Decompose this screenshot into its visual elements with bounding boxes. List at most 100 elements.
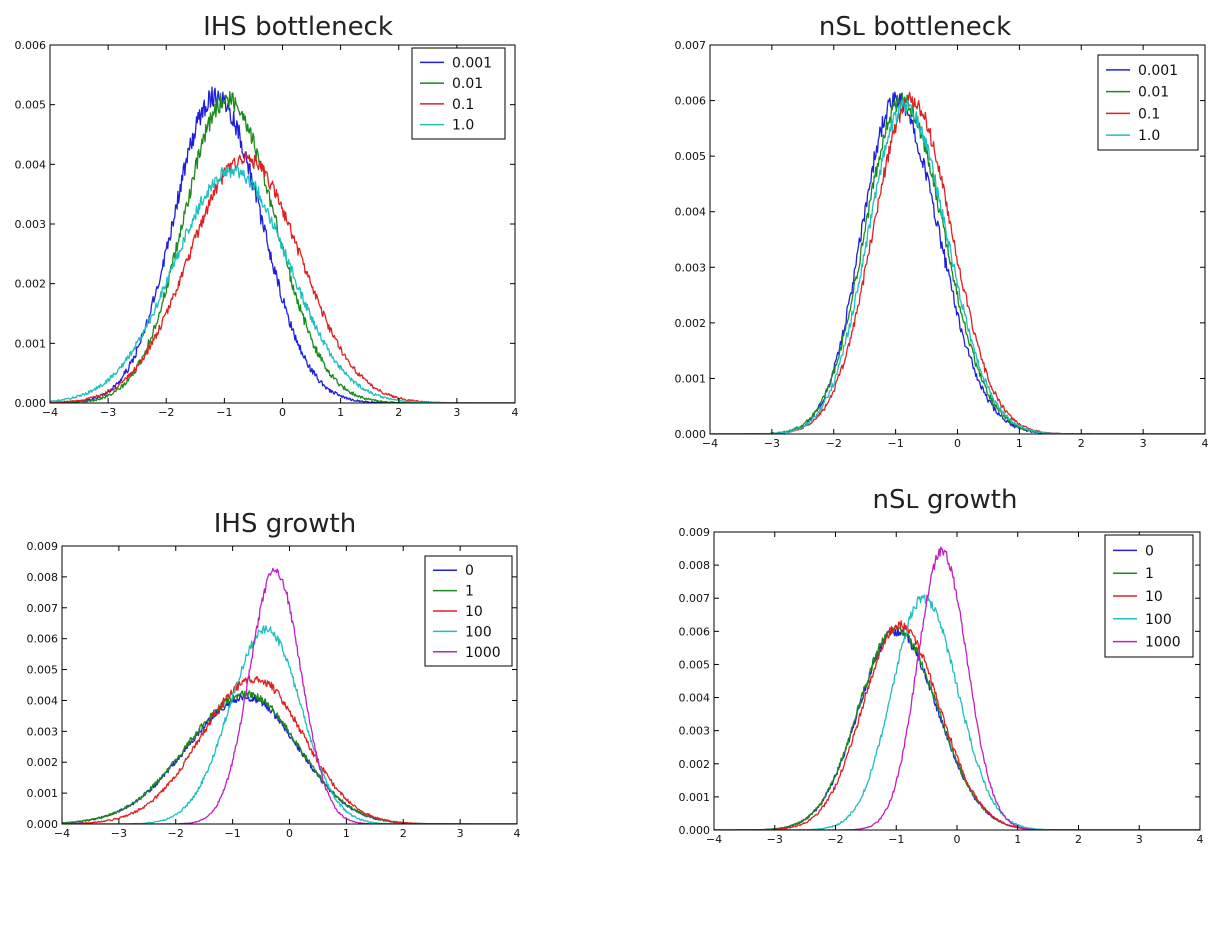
x-tick-label: 1: [1014, 833, 1021, 846]
series-line-0: [714, 626, 1200, 830]
legend-label: 0: [1145, 543, 1154, 559]
x-tick-label: 4: [1202, 437, 1209, 450]
x-tick-label: −1: [888, 437, 904, 450]
x-tick-label: −2: [158, 406, 174, 419]
legend-label: 0.01: [452, 76, 483, 92]
x-tick-label: −2: [827, 833, 843, 846]
legend-label: 100: [1145, 612, 1172, 628]
series-line-1.0: [710, 98, 1205, 434]
y-tick-label: 0.001: [27, 787, 59, 800]
x-tick-label: 1: [337, 406, 344, 419]
chart-title: IHS bottleneck: [203, 12, 393, 42]
x-tick-label: 2: [1075, 833, 1082, 846]
legend-label: 0.001: [1138, 63, 1178, 79]
chart-title: IHS growth: [214, 509, 356, 539]
x-tick-label: −3: [767, 833, 783, 846]
x-tick-label: 0: [286, 827, 293, 840]
legend: 0 1 10 100 1000: [1104, 534, 1194, 658]
chart-panel-2: nSʟ bottleneck−4 −3 −2 −1 0 1 2 3 40.0000.0010.0…: [675, 12, 1209, 450]
y-tick-label: 0.000: [679, 824, 711, 837]
x-tick-label: 4: [1197, 833, 1204, 846]
legend-label: 0: [465, 563, 474, 579]
x-tick-label: 3: [1140, 437, 1147, 450]
y-tick-label: 0.007: [679, 592, 711, 605]
x-tick-label: 1: [343, 827, 350, 840]
x-tick-label: 2: [395, 406, 402, 419]
y-tick-label: 0.009: [27, 540, 59, 553]
x-tick-label: 4: [514, 827, 521, 840]
x-tick-label: 4: [512, 406, 519, 419]
y-tick-label: 0.007: [675, 39, 707, 52]
legend-label: 1.0: [452, 118, 474, 134]
legend-label: 10: [1145, 589, 1163, 605]
series-line-10: [714, 620, 1200, 830]
x-tick-label: −1: [225, 827, 241, 840]
series-line-0.001: [50, 86, 515, 403]
y-tick-label: 0.000: [15, 397, 47, 410]
legend-label: 1000: [1145, 635, 1181, 651]
x-tick-label: −4: [54, 827, 70, 840]
x-tick-label: −1: [216, 406, 232, 419]
y-tick-label: 0.004: [15, 158, 47, 171]
legend: 0.001 0.01 0.1 1.0: [411, 47, 506, 140]
y-tick-label: 0.005: [675, 150, 707, 163]
x-tick-label: −4: [702, 437, 718, 450]
x-tick-label: −2: [168, 827, 184, 840]
series-line-1: [714, 624, 1200, 830]
x-tick-label: 0: [954, 437, 961, 450]
y-tick-label: 0.009: [679, 526, 711, 539]
y-tick-label: 0.002: [27, 756, 59, 769]
y-tick-label: 0.003: [15, 218, 47, 231]
y-tick-label: 0.000: [27, 818, 59, 831]
y-tick-label: 0.003: [27, 725, 59, 738]
x-tick-label: −1: [888, 833, 904, 846]
y-tick-label: 0.006: [675, 95, 707, 108]
y-tick-label: 0.003: [679, 725, 711, 738]
legend-label: 0.01: [1138, 85, 1169, 101]
series-line-0.1: [50, 151, 515, 403]
legend-label: 1: [465, 584, 474, 600]
legend-label: 10: [465, 604, 483, 620]
series-line-1000: [714, 546, 1200, 830]
x-tick-label: −3: [100, 406, 116, 419]
series-line-1.0: [50, 165, 515, 403]
y-tick-label: 0.003: [675, 261, 707, 274]
x-tick-label: −3: [764, 437, 780, 450]
y-tick-label: 0.004: [27, 694, 59, 707]
x-tick-label: 1: [1016, 437, 1023, 450]
chart-title: nSʟ bottleneck: [819, 12, 1011, 42]
series-line-1000: [62, 567, 517, 824]
x-tick-label: 2: [400, 827, 407, 840]
x-tick-label: −2: [826, 437, 842, 450]
y-tick-label: 0.005: [679, 658, 711, 671]
chart-panel-4: nSʟ growth −4 −3 −2 −1 0 1 2 3 4 0.000 0.001 0.002 0.…: [679, 485, 1204, 846]
legend-label: 1000: [465, 645, 501, 661]
y-tick-label: 0.004: [679, 692, 711, 705]
legend-label: 1: [1145, 566, 1154, 582]
y-tick-label: 0.006: [679, 625, 711, 638]
y-tick-label: 0.005: [15, 99, 47, 112]
legend-label: 100: [465, 624, 492, 640]
x-tick-label: −4: [706, 833, 722, 846]
x-tick-label: 3: [457, 827, 464, 840]
legend: 0.001 0.01 0.1 1.0: [1097, 54, 1199, 151]
y-tick-label: 0.000: [675, 428, 707, 441]
legend-label: 0.001: [452, 55, 492, 71]
legend: 0 1 10 100 1000: [424, 555, 513, 667]
x-tick-label: 0: [279, 406, 286, 419]
y-tick-label: 0.001: [679, 791, 711, 804]
x-tick-label: 3: [1136, 833, 1143, 846]
x-tick-label: 3: [453, 406, 460, 419]
legend-label: 1.0: [1138, 128, 1160, 144]
series-group: [710, 91, 1205, 434]
series-line-10: [62, 675, 517, 824]
y-tick-label: 0.008: [679, 559, 711, 572]
x-tick-label: −3: [111, 827, 127, 840]
legend-box: [1097, 54, 1199, 151]
chart-panel-1: IHS bottleneck−4 −3 −2 −1 0 1 2 3 40.0000.0010.0…: [15, 12, 519, 419]
y-tick-label: 0.002: [679, 758, 711, 771]
y-tick-label: 0.007: [27, 602, 59, 615]
x-tick-label: 0: [954, 833, 961, 846]
y-tick-label: 0.006: [15, 39, 47, 52]
series-line-0.01: [710, 92, 1205, 434]
